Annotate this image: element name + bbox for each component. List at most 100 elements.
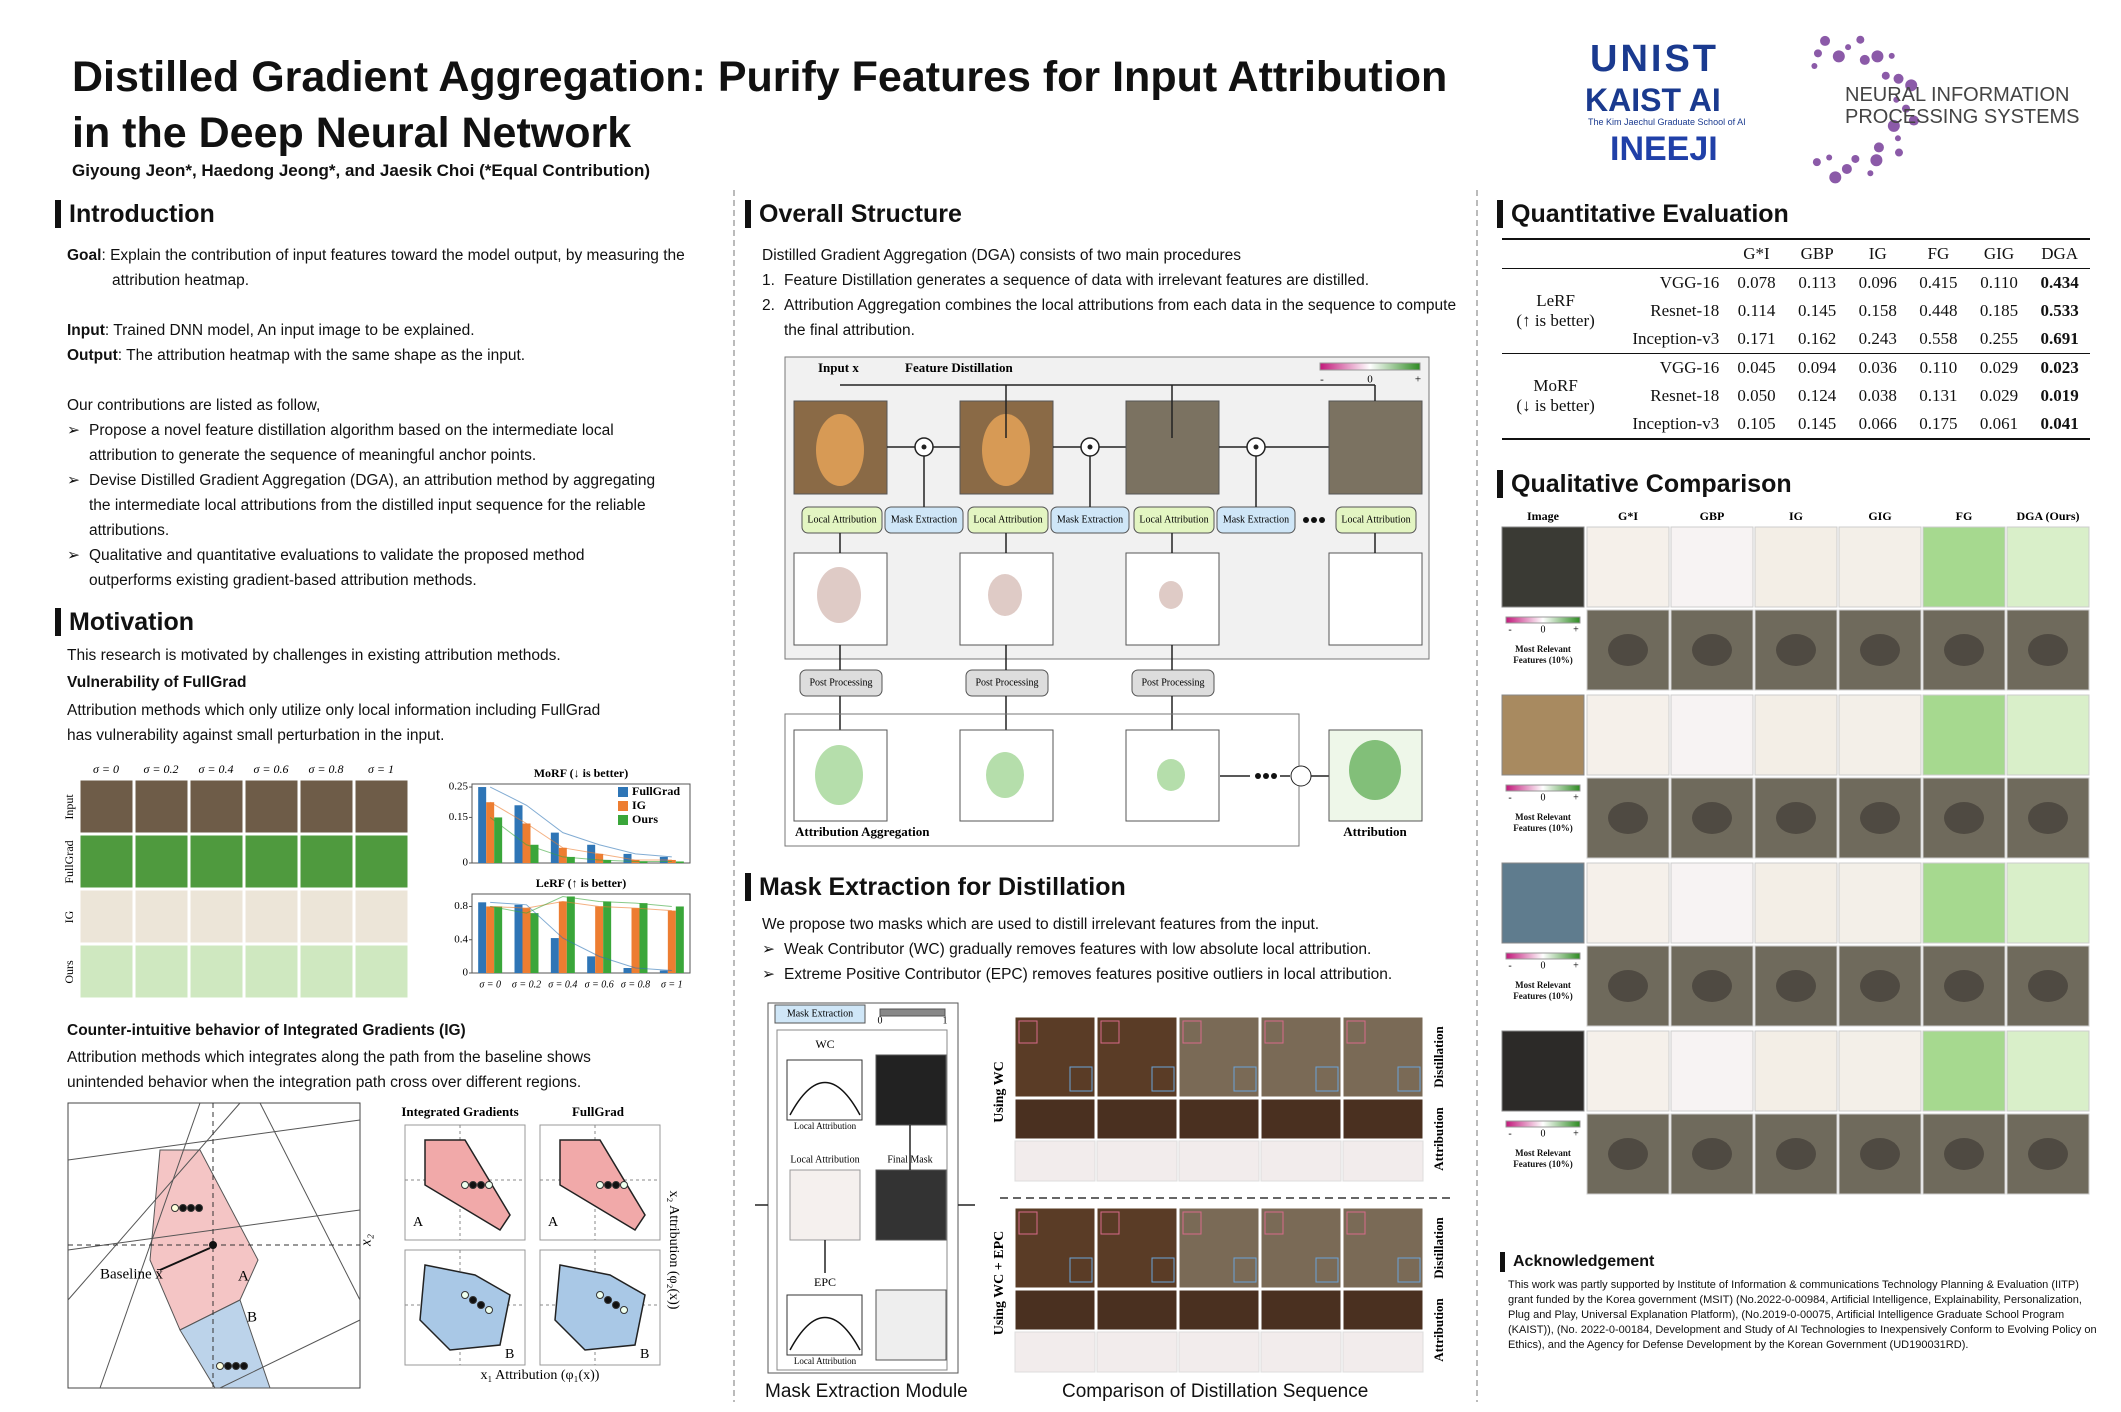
section-heading: Introduction xyxy=(55,200,215,228)
row-label: Using WC xyxy=(992,1061,1007,1123)
bullet: Propose a novel feature distillation alg… xyxy=(67,418,669,468)
path-point xyxy=(477,1301,485,1309)
attribution-tile xyxy=(1754,1030,1838,1112)
sequence-image xyxy=(1014,1207,1096,1289)
logo-dot xyxy=(1893,73,1904,84)
logo-dot xyxy=(1826,154,1833,161)
feature-blob xyxy=(1944,1138,1984,1170)
path-point xyxy=(604,1181,612,1189)
paragraph: This research is motivated by challenges… xyxy=(67,647,561,664)
local-attribution-box xyxy=(1133,506,1215,534)
ellipsis xyxy=(1263,773,1269,779)
histogram-box xyxy=(786,1059,863,1121)
bar xyxy=(566,896,575,973)
feature-blob xyxy=(1608,970,1648,1002)
feature-blob xyxy=(2028,802,2068,834)
row-label: Using WC + EPC xyxy=(992,1231,1007,1336)
bar xyxy=(659,970,668,973)
column-label: σ = 0.2 xyxy=(143,762,178,776)
cell xyxy=(1502,239,1609,269)
logo-dot xyxy=(1894,135,1901,142)
attribution-tile xyxy=(2006,526,2090,608)
logo-dot xyxy=(1873,142,1884,153)
feature-blob xyxy=(1608,1138,1648,1170)
step-number: 2. xyxy=(762,297,775,314)
value: 0.691 xyxy=(2040,329,2079,348)
plot-frame xyxy=(471,783,691,864)
logo-dot xyxy=(1901,104,1910,113)
local-attribution-map xyxy=(1328,552,1423,646)
attribution-tile xyxy=(1670,862,1754,944)
attribution-strip xyxy=(1014,1331,1096,1373)
local-attribution-box xyxy=(801,506,883,534)
heatmap-tile xyxy=(354,944,409,999)
column-header: DGA (Ours) xyxy=(2017,509,2080,523)
attribution-strip xyxy=(1178,1331,1260,1373)
axis-label: x₂ xyxy=(358,1234,374,1247)
gray-scale xyxy=(879,1008,946,1017)
highlight-box xyxy=(1264,1211,1284,1235)
bar xyxy=(587,844,596,863)
attribution-tile xyxy=(1586,862,1670,944)
label: Goal xyxy=(67,247,102,264)
feature-blob xyxy=(1944,970,1984,1002)
attribution-image xyxy=(789,1169,861,1241)
column-header: Image xyxy=(1527,509,1560,523)
text: : The attribution heatmap with the same … xyxy=(117,347,526,364)
paragraph: Input: Trained DNN model, An input image… xyxy=(67,318,707,343)
x-tick-label: σ = 0.4 xyxy=(548,979,577,990)
region-label: B xyxy=(640,1347,649,1362)
x-tick-label: σ = 0.2 xyxy=(512,979,541,990)
box-label: Mask Extraction xyxy=(1223,514,1289,525)
chart-title: LeRF (↑ is better) xyxy=(536,876,627,890)
attribution-tile xyxy=(1754,526,1838,608)
color-scale xyxy=(1505,616,1581,624)
logo-dot xyxy=(1908,115,1919,126)
mask-image xyxy=(875,1054,947,1126)
baseline-point xyxy=(209,1241,217,1249)
attribution-tile xyxy=(1838,694,1922,776)
box-label: Mask Extraction xyxy=(787,1008,853,1019)
mask-label: EPC xyxy=(814,1275,836,1289)
logo-dot xyxy=(1881,71,1890,80)
scale-label: - xyxy=(1508,1128,1511,1139)
input-image xyxy=(1328,400,1423,495)
scale-label: - xyxy=(1508,792,1511,803)
sequence-image xyxy=(1096,1098,1178,1140)
scale-label: - xyxy=(1508,624,1511,635)
boundary xyxy=(67,1119,361,1161)
attribution-strip xyxy=(1260,1140,1342,1182)
heatmap-tile xyxy=(354,834,409,889)
attribution-blob xyxy=(817,567,861,623)
highlight-box xyxy=(1233,1257,1257,1283)
bar xyxy=(558,847,567,863)
scale-label: - xyxy=(1508,960,1511,971)
path-point xyxy=(596,1291,604,1299)
sequence-image xyxy=(1096,1207,1178,1289)
features-label: Most Relevant Features (10%) xyxy=(1513,1148,1573,1169)
bar xyxy=(675,906,684,973)
boundary xyxy=(67,1209,361,1251)
column-label: σ = 0 xyxy=(93,762,119,776)
x-tick-label: σ = 0 xyxy=(479,979,501,990)
path-point xyxy=(240,1362,248,1370)
title: in the Deep Neural Network xyxy=(72,109,632,157)
paragraph: Goal: Explain the contribution of input … xyxy=(67,243,712,293)
final-mask-image xyxy=(875,1169,947,1241)
highlight-box xyxy=(1151,1066,1175,1092)
bar xyxy=(587,956,596,973)
highlight-box xyxy=(1018,1020,1038,1044)
results-table: G*I GBP IG FG GIG DGA LeRF (↑ is better) VGG-16 0… xyxy=(1502,238,2090,440)
sum-node xyxy=(1290,765,1312,787)
attribution-tile xyxy=(2006,862,2090,944)
value: 0.050 xyxy=(1737,386,1776,405)
sequence-image xyxy=(1260,1289,1342,1331)
box-label: Local Attribution xyxy=(1139,514,1208,525)
attribution-blob xyxy=(815,745,863,805)
value: 0.158 xyxy=(1858,301,1897,320)
trend-line xyxy=(489,801,672,861)
path-point xyxy=(620,1306,628,1314)
chart-title: MoRF (↓ is better) xyxy=(534,766,629,780)
legend-label: FullGrad xyxy=(632,784,680,798)
path-point xyxy=(461,1291,469,1299)
